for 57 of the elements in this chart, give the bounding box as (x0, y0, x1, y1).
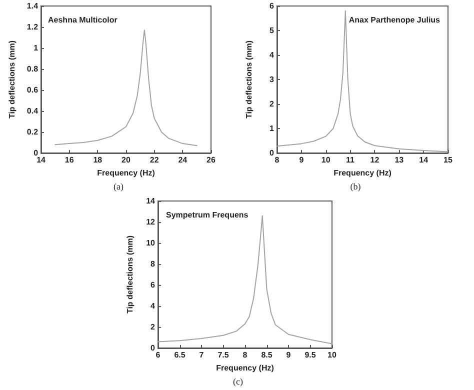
x-tick-label: 11 (346, 156, 356, 164)
y-axis-title: Tip deflections (mm) (244, 40, 254, 119)
text: Anax Parthenope Julius (348, 16, 441, 24)
y-tick-label: 8 (150, 260, 156, 268)
y-tick-label: 0.4 (26, 106, 39, 116)
y-tick-label: 0 (270, 148, 275, 158)
y-tick-label: 14 (146, 196, 156, 206)
x-tick-label: 7 (199, 350, 204, 360)
y-tick-label: 0.6 (26, 86, 39, 94)
y-tick-label: 1.2 (26, 22, 39, 32)
y-tick-label: 2 (270, 100, 275, 108)
x-tick-label: 7.5 (218, 350, 230, 360)
x-tick-label: 20 (122, 156, 132, 164)
x-tick-label: 22 (150, 156, 160, 164)
x-tick-label: 14 (419, 156, 429, 164)
x-tick-label: 9 (299, 156, 304, 164)
y-tick-label: 2 (150, 322, 156, 332)
x-tick-label: 15 (444, 156, 453, 164)
text: Sympetrum Frequens (166, 210, 249, 220)
y-tick-label: 1.4 (26, 2, 39, 10)
x-tick-label: 9.5 (304, 350, 316, 360)
y-tick-label: 12 (146, 218, 156, 226)
x-tick-label: 16 (64, 156, 74, 164)
x-tick-label: 18 (93, 156, 103, 164)
y-tick-label: 6 (150, 280, 156, 290)
y-tick-label: 0.2 (26, 128, 39, 136)
x-axis-title: Frequency (Hz) (334, 168, 392, 178)
x-tick-label: 9 (286, 350, 292, 360)
x-tick-label: 8.5 (261, 350, 273, 360)
text: (c) (233, 376, 244, 386)
y-tick-label: 0 (34, 148, 39, 158)
x-axis-title: Frequency (Hz) (97, 168, 156, 178)
x-tick-label: 8 (242, 350, 248, 360)
x-tick-label: 10 (328, 350, 337, 360)
x-tick-label: 24 (178, 156, 188, 164)
y-tick-label: 1 (34, 44, 39, 52)
x-tick-label: 26 (206, 156, 216, 164)
y-tick-label: 3 (270, 75, 275, 84)
text: (b) (350, 182, 361, 192)
x-tick-label: 6.5 (174, 350, 186, 360)
x-tick-label: 10 (321, 156, 331, 164)
y-axis-title: Tip deflections (mm) (8, 40, 16, 119)
x-tick-label: 13 (394, 156, 404, 164)
y-tick-label: 10 (146, 238, 156, 248)
y-tick-label: 4 (270, 50, 275, 60)
y-tick-label: 0 (150, 344, 156, 352)
x-axis-title: Frequency (Hz) (216, 363, 274, 372)
y-tick-label: 5 (270, 26, 275, 35)
x-tick-label: 12 (370, 156, 380, 164)
y-axis-title: Tip deflections (mm) (126, 235, 134, 314)
y-tick-label: 0.8 (26, 64, 39, 74)
y-tick-label: 6 (270, 2, 275, 10)
y-tick-label: 1 (270, 124, 275, 133)
text: (a) (114, 182, 124, 192)
line-series (54, 30, 198, 146)
text: Aeshna Multicolor (48, 16, 118, 24)
y-tick-label: 4 (150, 302, 156, 310)
